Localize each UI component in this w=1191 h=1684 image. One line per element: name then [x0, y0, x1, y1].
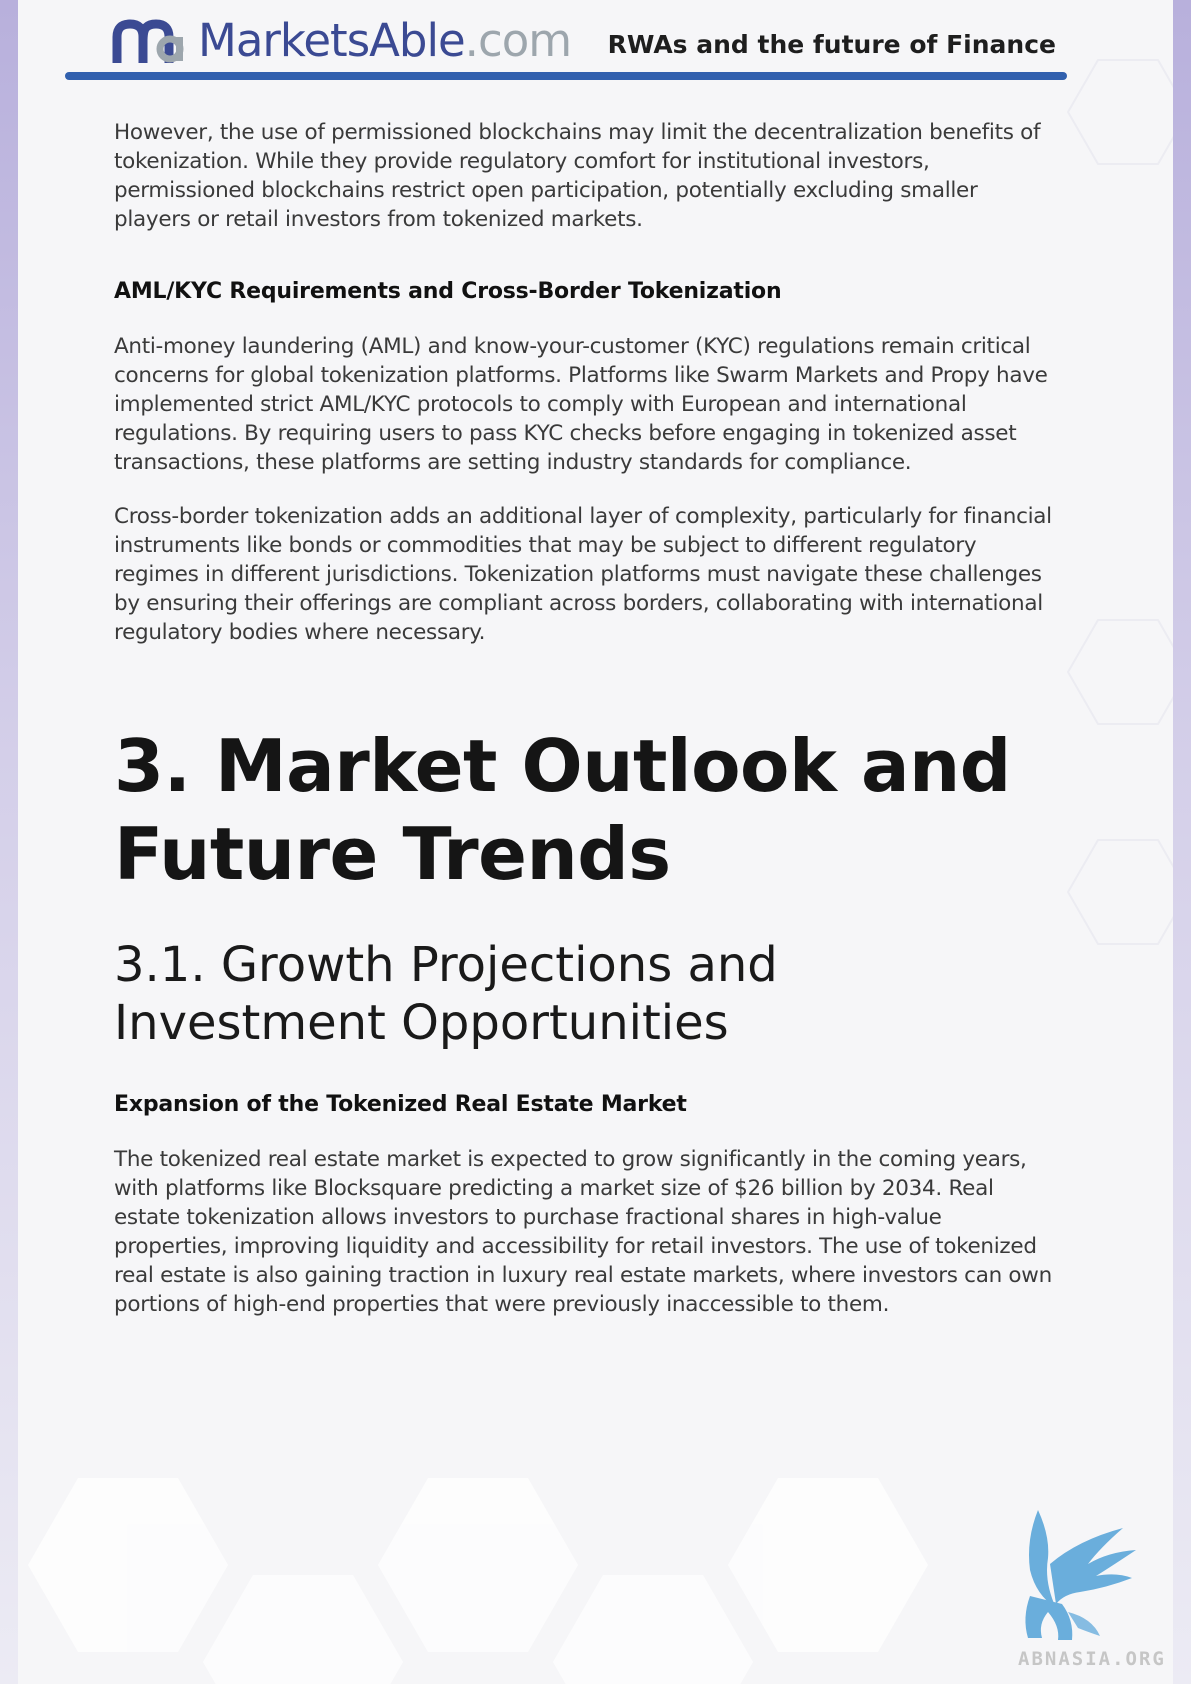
logo-tld: .com: [464, 14, 572, 67]
aml-kyc-paragraph-2: Cross-border tokenization adds an additi…: [114, 504, 1052, 645]
aml-kyc-heading: AML/KYC Requirements and Cross-Border To…: [114, 279, 782, 304]
document-page: MarketsAble.com RWAs and the future of F…: [18, 0, 1173, 1684]
logo: MarketsAble.com: [112, 14, 572, 67]
section-title: 3. Market Outlook and Future Trends: [114, 724, 1011, 896]
header-divider: [65, 72, 1067, 80]
logo-text: MarketsAble.com: [198, 14, 572, 67]
document-title: RWAs and the future of Finance: [607, 30, 1056, 59]
page-content: However, the use of permissioned blockch…: [114, 118, 1054, 1319]
winged-creature-icon: [1025, 1510, 1136, 1640]
subsection-title: 3.1. Growth Projections and Investment O…: [114, 937, 778, 1051]
watermark-text: ABNASIA.ORG: [1018, 1648, 1166, 1670]
logo-brand: MarketsAble: [198, 14, 466, 67]
real-estate-heading: Expansion of the Tokenized Real Estate M…: [114, 1092, 687, 1117]
real-estate-paragraph: The tokenized real estate market is expe…: [114, 1147, 1052, 1317]
page-header: MarketsAble.com RWAs and the future of F…: [18, 0, 1173, 90]
marketsable-logo-icon: [112, 19, 184, 63]
intro-paragraph: However, the use of permissioned blockch…: [114, 120, 1041, 232]
aml-kyc-paragraph-1: Anti-money laundering (AML) and know-you…: [114, 334, 1048, 475]
